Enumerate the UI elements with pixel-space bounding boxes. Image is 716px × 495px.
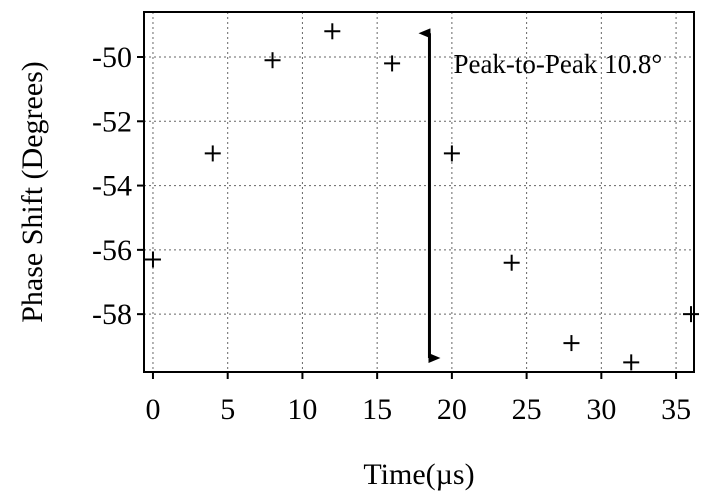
plot-area xyxy=(143,11,695,373)
x-tick-label: 10 xyxy=(287,393,317,426)
x-tick-label: 15 xyxy=(362,393,392,426)
y-tick-label: -54 xyxy=(92,170,132,203)
data-point xyxy=(443,145,460,162)
x-tick-label: 35 xyxy=(661,393,691,426)
y-tick-label: -56 xyxy=(92,234,132,267)
x-tick-label: 5 xyxy=(220,393,235,426)
data-series xyxy=(144,23,700,371)
x-tick-label: 0 xyxy=(145,393,160,426)
data-point xyxy=(623,354,640,371)
y-tick-label: -52 xyxy=(92,105,132,138)
y-tick-label: -58 xyxy=(92,298,132,331)
data-point xyxy=(563,335,580,352)
data-point xyxy=(384,55,401,72)
x-tick-label: 20 xyxy=(437,393,467,426)
data-point xyxy=(683,306,700,323)
y-axis-label: Phase Shift (Degrees) xyxy=(16,61,49,323)
axis-ticks: 0 5 10 15 20 25 30 35 -50 -52 -54 -56 -58 xyxy=(92,41,691,426)
data-point xyxy=(503,254,520,271)
peak-to-peak-annotation: Peak-to-Peak 10.8° xyxy=(453,49,662,79)
x-axis-label: Time(µs) xyxy=(363,458,474,491)
data-point xyxy=(144,251,161,268)
y-tick-label: -50 xyxy=(92,41,132,74)
data-point xyxy=(324,23,341,40)
data-point xyxy=(264,52,281,69)
x-tick-label: 30 xyxy=(586,393,616,426)
x-tick-label: 25 xyxy=(512,393,542,426)
data-point xyxy=(204,145,221,162)
